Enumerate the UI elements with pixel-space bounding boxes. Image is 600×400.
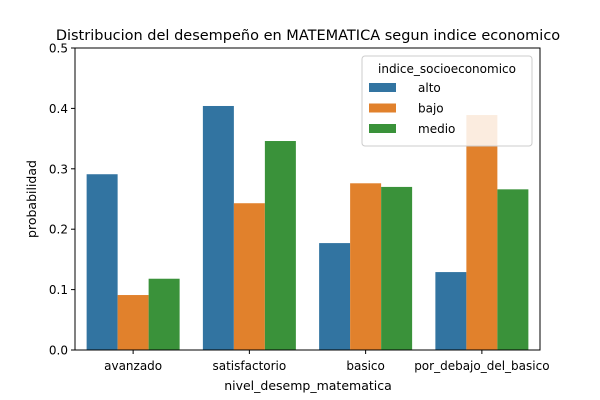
bar-alto-satisfactorio	[202, 105, 234, 350]
y-axis: 0.0 0.1 0.2 0.3 0.4 0.5	[49, 42, 75, 358]
y-tick-label: 0.1	[49, 283, 68, 297]
x-tick-label: basico	[346, 359, 385, 373]
chart-title: Distribucion del desempeño en MATEMATICA…	[56, 28, 560, 44]
bar-medio-por_debajo_del_basico	[497, 189, 529, 350]
legend-title: indice_socioeconomico	[378, 62, 516, 76]
y-tick-label: 0.3	[49, 162, 68, 176]
x-tick-label: avanzado	[104, 359, 162, 373]
bar-bajo-avanzado	[117, 295, 149, 350]
x-axis-label: nivel_desemp_matematica	[224, 378, 392, 393]
bar-medio-avanzado	[148, 278, 180, 350]
legend-swatch-bajo	[369, 103, 396, 113]
legend-swatch-alto	[369, 83, 396, 92]
x-tick-label: por_debajo_del_basico	[414, 359, 549, 373]
legend-entry-alto: alto	[418, 81, 441, 95]
legend-entry-bajo: bajo	[418, 102, 444, 116]
y-tick-label: 0.0	[49, 344, 68, 358]
bar-medio-basico	[381, 186, 413, 350]
y-tick-label: 0.2	[49, 223, 68, 237]
bar-bajo-satisfactorio	[233, 203, 265, 350]
legend-swatch-medio	[369, 124, 396, 133]
plot-frame	[74, 47, 541, 351]
bar-alto-basico	[319, 243, 351, 350]
bar-alto-avanzado	[86, 174, 118, 350]
bars-layer	[86, 105, 529, 350]
y-tick-label: 0.5	[49, 42, 68, 56]
x-tick-label: satisfactorio	[213, 359, 287, 373]
legend-entry-medio: medio	[418, 122, 455, 136]
legend-box	[361, 55, 533, 147]
y-axis-label: probabilidad	[24, 160, 39, 238]
bar-medio-satisfactorio	[264, 141, 296, 350]
y-tick-label: 0.4	[49, 102, 68, 116]
bar-bajo-por_debajo_del_basico	[466, 115, 498, 350]
bar-alto-por_debajo_del_basico	[435, 272, 467, 350]
x-axis: avanzado satisfactorio basico por_debajo_de…	[104, 350, 550, 373]
bar-bajo-basico	[350, 183, 382, 350]
